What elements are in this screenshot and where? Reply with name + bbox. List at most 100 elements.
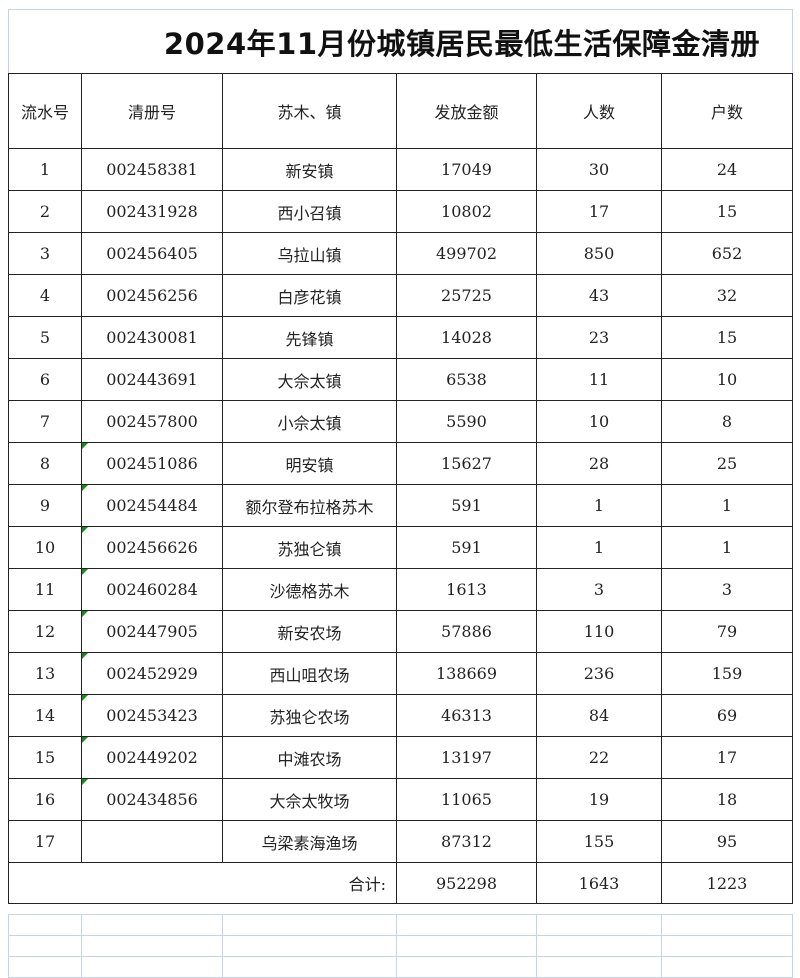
roster-id-cell[interactable]: 002447905 <box>81 610 223 653</box>
roster-id-cell[interactable]: 002453423 <box>81 694 223 737</box>
town-cell[interactable]: 西小召镇 <box>222 190 397 233</box>
town-cell[interactable]: 乌拉山镇 <box>222 232 397 275</box>
households-cell[interactable]: 79 <box>661 610 793 653</box>
roster-id-cell[interactable] <box>81 820 223 863</box>
serial-cell[interactable]: 8 <box>8 442 82 485</box>
roster-id-cell[interactable]: 002457800 <box>81 400 223 443</box>
header-amount[interactable]: 发放金额 <box>396 73 537 149</box>
amount-cell[interactable]: 57886 <box>396 610 537 653</box>
serial-cell[interactable]: 12 <box>8 610 82 653</box>
amount-cell[interactable]: 13197 <box>396 736 537 779</box>
roster-id-cell[interactable]: 002451086 <box>81 442 223 485</box>
households-cell[interactable]: 25 <box>661 442 793 485</box>
people-cell[interactable]: 23 <box>536 316 662 359</box>
empty-cell[interactable] <box>536 956 662 978</box>
empty-cell[interactable] <box>81 914 223 936</box>
households-cell[interactable]: 3 <box>661 568 793 611</box>
roster-id-cell[interactable]: 002431928 <box>81 190 223 233</box>
people-cell[interactable]: 28 <box>536 442 662 485</box>
people-cell[interactable]: 84 <box>536 694 662 737</box>
roster-id-cell[interactable]: 002456256 <box>81 274 223 317</box>
households-cell[interactable]: 1 <box>661 526 793 569</box>
total-label[interactable]: 合计: <box>8 862 397 904</box>
town-cell[interactable]: 大佘太镇 <box>222 358 397 401</box>
total-people[interactable]: 1643 <box>536 862 662 904</box>
title-cell[interactable]: 2024年11月份城镇居民最低生活保障金清册 <box>8 9 793 73</box>
header-households[interactable]: 户数 <box>661 73 793 149</box>
people-cell[interactable]: 236 <box>536 652 662 695</box>
town-cell[interactable]: 苏独仑镇 <box>222 526 397 569</box>
town-cell[interactable]: 西山咀农场 <box>222 652 397 695</box>
empty-cell[interactable] <box>8 935 82 957</box>
serial-cell[interactable]: 7 <box>8 400 82 443</box>
empty-cell[interactable] <box>222 956 397 978</box>
town-cell[interactable]: 额尔登布拉格苏木 <box>222 484 397 527</box>
serial-cell[interactable]: 2 <box>8 190 82 233</box>
serial-cell[interactable]: 15 <box>8 736 82 779</box>
households-cell[interactable]: 69 <box>661 694 793 737</box>
empty-cell[interactable] <box>222 935 397 957</box>
amount-cell[interactable]: 10802 <box>396 190 537 233</box>
households-cell[interactable]: 24 <box>661 148 793 191</box>
empty-cell[interactable] <box>396 914 537 936</box>
serial-cell[interactable]: 11 <box>8 568 82 611</box>
serial-cell[interactable]: 1 <box>8 148 82 191</box>
serial-cell[interactable]: 13 <box>8 652 82 695</box>
header-serial[interactable]: 流水号 <box>8 73 82 149</box>
amount-cell[interactable]: 6538 <box>396 358 537 401</box>
amount-cell[interactable]: 25725 <box>396 274 537 317</box>
roster-id-cell[interactable]: 002430081 <box>81 316 223 359</box>
total-amount[interactable]: 952298 <box>396 862 537 904</box>
empty-cell[interactable] <box>661 956 793 978</box>
town-cell[interactable]: 明安镇 <box>222 442 397 485</box>
serial-cell[interactable]: 3 <box>8 232 82 275</box>
roster-id-cell[interactable]: 002454484 <box>81 484 223 527</box>
households-cell[interactable]: 15 <box>661 190 793 233</box>
town-cell[interactable]: 新安镇 <box>222 148 397 191</box>
empty-cell[interactable] <box>536 914 662 936</box>
people-cell[interactable]: 22 <box>536 736 662 779</box>
people-cell[interactable]: 19 <box>536 778 662 821</box>
serial-cell[interactable]: 10 <box>8 526 82 569</box>
empty-cell[interactable] <box>661 935 793 957</box>
people-cell[interactable]: 3 <box>536 568 662 611</box>
header-town[interactable]: 苏木、镇 <box>222 73 397 149</box>
people-cell[interactable]: 110 <box>536 610 662 653</box>
households-cell[interactable]: 32 <box>661 274 793 317</box>
empty-cell[interactable] <box>81 935 223 957</box>
town-cell[interactable]: 新安农场 <box>222 610 397 653</box>
amount-cell[interactable]: 11065 <box>396 778 537 821</box>
town-cell[interactable]: 小佘太镇 <box>222 400 397 443</box>
households-cell[interactable]: 8 <box>661 400 793 443</box>
serial-cell[interactable]: 16 <box>8 778 82 821</box>
serial-cell[interactable]: 17 <box>8 820 82 863</box>
amount-cell[interactable]: 14028 <box>396 316 537 359</box>
households-cell[interactable]: 17 <box>661 736 793 779</box>
households-cell[interactable]: 95 <box>661 820 793 863</box>
empty-cell[interactable] <box>222 914 397 936</box>
people-cell[interactable]: 10 <box>536 400 662 443</box>
households-cell[interactable]: 652 <box>661 232 793 275</box>
roster-id-cell[interactable]: 002434856 <box>81 778 223 821</box>
amount-cell[interactable]: 1613 <box>396 568 537 611</box>
empty-cell[interactable] <box>396 956 537 978</box>
header-people[interactable]: 人数 <box>536 73 662 149</box>
empty-cell[interactable] <box>8 914 82 936</box>
roster-id-cell[interactable]: 002460284 <box>81 568 223 611</box>
town-cell[interactable]: 中滩农场 <box>222 736 397 779</box>
people-cell[interactable]: 17 <box>536 190 662 233</box>
households-cell[interactable]: 10 <box>661 358 793 401</box>
header-roster-id[interactable]: 清册号 <box>81 73 223 149</box>
roster-id-cell[interactable]: 002456626 <box>81 526 223 569</box>
households-cell[interactable]: 159 <box>661 652 793 695</box>
total-households[interactable]: 1223 <box>661 862 793 904</box>
amount-cell[interactable]: 87312 <box>396 820 537 863</box>
roster-id-cell[interactable]: 002443691 <box>81 358 223 401</box>
households-cell[interactable]: 15 <box>661 316 793 359</box>
serial-cell[interactable]: 14 <box>8 694 82 737</box>
amount-cell[interactable]: 15627 <box>396 442 537 485</box>
town-cell[interactable]: 沙德格苏木 <box>222 568 397 611</box>
amount-cell[interactable]: 591 <box>396 484 537 527</box>
amount-cell[interactable]: 17049 <box>396 148 537 191</box>
town-cell[interactable]: 白彦花镇 <box>222 274 397 317</box>
